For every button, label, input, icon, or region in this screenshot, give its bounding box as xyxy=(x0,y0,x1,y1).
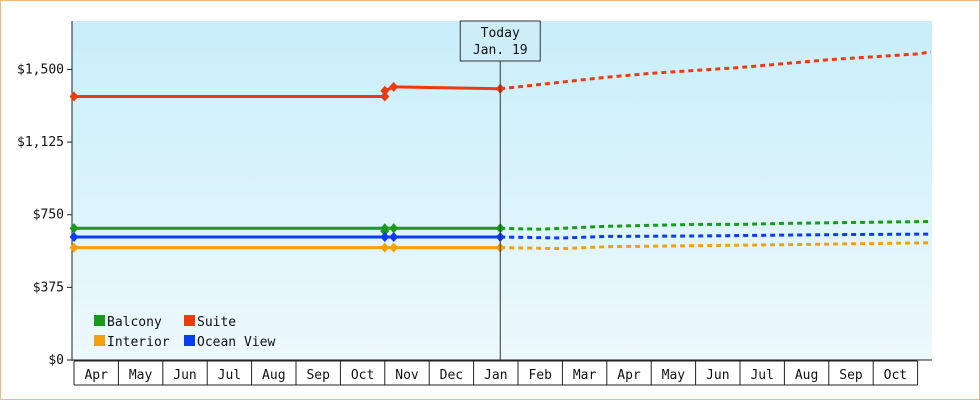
x-tick-label: Sep xyxy=(306,368,330,383)
x-tick-label: Jun xyxy=(706,368,729,383)
data-point xyxy=(389,242,399,253)
x-tick-label: Jun xyxy=(173,368,196,383)
x-tick-label: Feb xyxy=(528,368,552,383)
x-tick-label: Jul xyxy=(218,368,241,383)
legend-label-suite: Suite xyxy=(197,315,236,330)
y-tick-label: $1,500 xyxy=(17,62,64,77)
x-tick-label: May xyxy=(129,368,153,383)
legend: Balcony Suite Interior Ocean View xyxy=(94,315,275,350)
today-box xyxy=(459,20,541,62)
series-suite xyxy=(69,50,932,102)
series-interior xyxy=(69,241,931,253)
legend-label-ocean-view: Ocean View xyxy=(197,335,275,350)
x-axis: Apr May Jun Jul Aug Sep Oct Nov Dec Jan Feb Mar Apr M… xyxy=(72,359,932,386)
y-tick-label: $0 xyxy=(48,353,64,368)
today-marker: Today Jan. 19 xyxy=(459,20,541,360)
x-tick-label: Aug xyxy=(262,368,285,383)
series-layer xyxy=(69,50,932,253)
data-point xyxy=(69,231,79,242)
series-forecast-balcony xyxy=(500,220,931,231)
y-axis: $0 $375 $750 $1,125 $1,500 xyxy=(17,21,73,368)
x-tick-label: May xyxy=(662,368,686,383)
data-point xyxy=(69,91,79,102)
x-tick-label: Dec xyxy=(440,368,463,383)
data-point xyxy=(380,226,390,237)
legend-label-interior: Interior xyxy=(107,335,170,350)
series-ocean-view xyxy=(69,231,931,242)
legend-label-balcony: Balcony xyxy=(107,315,162,330)
x-tick-label: Apr xyxy=(84,368,108,383)
data-point xyxy=(380,242,390,253)
legend-swatch-interior xyxy=(94,335,105,346)
plot-area xyxy=(72,21,932,360)
legend-swatch-balcony xyxy=(94,315,105,326)
y-tick-label: $1,125 xyxy=(17,135,64,150)
x-tick-label: Apr xyxy=(617,368,641,383)
data-point xyxy=(380,91,390,102)
x-tick-label: Jan xyxy=(484,368,507,383)
data-point xyxy=(69,242,79,253)
series-forecast-suite xyxy=(500,50,932,91)
data-point xyxy=(389,81,399,92)
x-tick-label: Mar xyxy=(573,368,597,383)
today-date-label: Jan. 19 xyxy=(473,43,528,58)
y-tick-label: $750 xyxy=(33,208,64,223)
today-label: Today xyxy=(481,26,520,41)
data-point xyxy=(389,223,399,234)
y-tick-label: $375 xyxy=(33,280,64,295)
x-tick-label: Nov xyxy=(395,368,419,383)
x-tick-label: Sep xyxy=(839,368,863,383)
legend-swatch-ocean-view xyxy=(184,335,195,346)
legend-swatch-suite xyxy=(184,315,195,326)
data-point xyxy=(69,223,79,234)
x-tick-label: Aug xyxy=(795,368,818,383)
x-tick-label: Oct xyxy=(884,368,907,383)
data-point xyxy=(380,231,390,242)
x-tick-label: Jul xyxy=(750,368,773,383)
data-point xyxy=(380,85,390,96)
data-point xyxy=(389,231,399,242)
x-tick-label: Oct xyxy=(351,368,374,383)
